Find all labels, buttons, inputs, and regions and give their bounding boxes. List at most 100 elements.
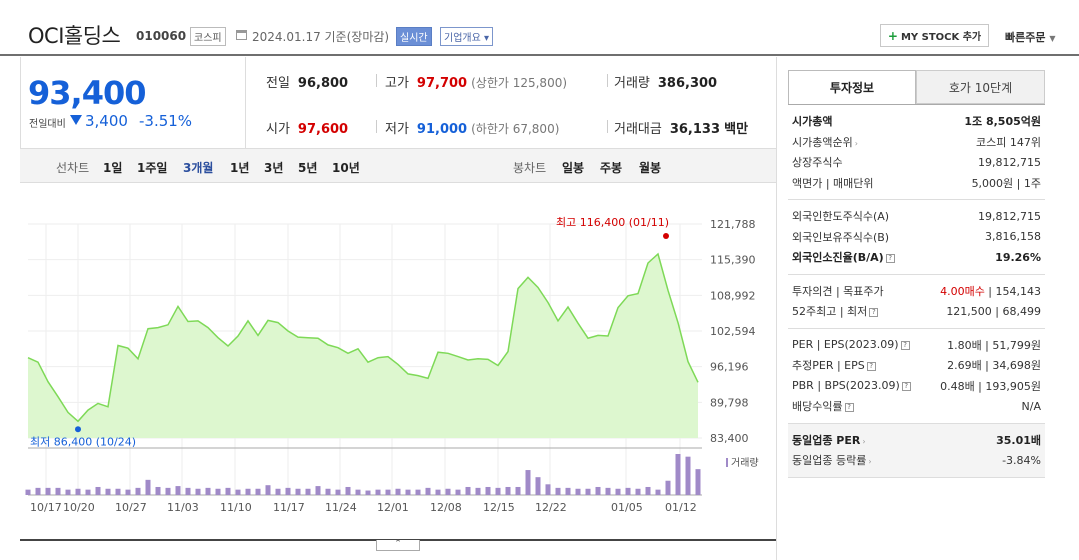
divider — [607, 74, 608, 87]
diff-label: 전일대비 — [29, 119, 66, 130]
info-value: 19,812,715 — [978, 209, 1041, 223]
volume-bar — [485, 486, 491, 495]
tab-1y[interactable]: 1년 — [230, 161, 250, 175]
realtime-button[interactable]: 실시간 — [396, 27, 432, 46]
divider — [607, 120, 608, 133]
info-group: 투자의견 | 목표주가 4.00매수 | 154,143 52주최고 | 최저? 12… — [788, 275, 1045, 329]
volume-bar — [175, 486, 181, 495]
info-value: 1조 8,505억원 — [964, 115, 1041, 129]
tab-daily[interactable]: 일봉 — [562, 161, 585, 175]
volume-bar — [85, 489, 91, 495]
stat-volume: 거래량 386,300 — [614, 76, 718, 91]
volume-bar — [305, 488, 311, 495]
tab-5y[interactable]: 5년 — [298, 161, 318, 175]
info-key[interactable]: 배당수익률? — [792, 398, 854, 414]
info-key[interactable]: 추정PER | EPS? — [792, 357, 876, 373]
x-tick-label: 11/03 — [167, 501, 199, 514]
tab-10y[interactable]: 10년 — [332, 161, 360, 175]
tab-1d[interactable]: 1일 — [103, 161, 123, 175]
help-icon[interactable]: ? — [844, 402, 854, 412]
company-info-dropdown[interactable]: 기업개요 ▾ — [440, 27, 494, 46]
info-key[interactable]: PBR | BPS(2023.09)? — [792, 379, 911, 392]
info-group: 시가총액 1조 8,505억원 시가총액순위 › 코스피 147위 상장주식수 19,812… — [788, 105, 1045, 200]
invest-info-table: 시가총액 1조 8,505억원 시가총액순위 › 코스피 147위 상장주식수 19,812… — [788, 104, 1045, 478]
help-icon[interactable]: ? — [866, 361, 876, 371]
quick-order-button[interactable]: 빠른주문 ▼ — [1005, 31, 1056, 44]
volume-bar — [145, 479, 151, 495]
tab-weekly[interactable]: 주봉 — [600, 161, 623, 175]
plus-icon: + — [887, 28, 898, 43]
price-area — [28, 254, 698, 438]
volume-bar — [335, 489, 341, 495]
volume-bar — [115, 488, 121, 495]
volume-bar — [605, 487, 611, 495]
help-icon[interactable]: ? — [869, 307, 879, 317]
help-icon[interactable]: ? — [900, 340, 910, 350]
collapse-toggle-button[interactable]: ⌃ — [376, 540, 420, 551]
volume-bar — [365, 490, 371, 495]
info-key[interactable]: 시가총액순위 › — [792, 135, 858, 149]
price-box: 93,400 전일대비 3,400 -3.51% — [20, 57, 246, 148]
volume-bar — [295, 488, 301, 495]
tab-3m[interactable]: 3개월 — [183, 161, 214, 175]
x-tick-label: 10/20 — [63, 501, 95, 514]
chevron-right-icon: › — [868, 457, 872, 467]
info-value: 2.69배 | 34,698원 — [947, 359, 1041, 373]
tab-1w[interactable]: 1주일 — [137, 161, 168, 175]
info-row: 액면가 | 매매단위 5,000원 | 1주 — [788, 173, 1045, 194]
info-key: 외국인보유주식수(B) — [792, 230, 890, 244]
volume-bar — [25, 489, 31, 495]
price-line — [27, 252, 699, 423]
price-rate: -3.51% — [139, 112, 193, 130]
volume-bar — [575, 488, 581, 495]
volume-bar — [385, 489, 391, 495]
info-value: N/A — [1021, 399, 1041, 413]
info-group: 동일업종 PER › 35.01배 동일업종 등락률 › -3.84% — [788, 423, 1045, 478]
add-mystock-button[interactable]: + MY STOCK 추가 — [880, 24, 989, 47]
volume-bar — [645, 486, 651, 495]
volume-bar — [275, 488, 281, 495]
help-icon[interactable]: ? — [885, 253, 895, 263]
info-key[interactable]: 52주최고 | 최저? — [792, 303, 879, 319]
volume-bar — [165, 487, 171, 495]
calendar-icon — [236, 30, 247, 40]
volume-bar — [595, 486, 601, 495]
volume-bar — [445, 488, 451, 495]
info-key[interactable]: PER | EPS(2023.09)? — [792, 338, 910, 351]
info-row: 시가총액 1조 8,505억원 — [788, 111, 1045, 132]
volume-bar — [345, 486, 351, 495]
info-value: 0.48배 | 193,905원 — [940, 379, 1041, 393]
tab-invest-info[interactable]: 투자정보 — [788, 70, 916, 104]
volume-bar — [415, 489, 421, 495]
info-row: 상장주식수 19,812,715 — [788, 152, 1045, 173]
info-value: 1.80배 | 51,799원 — [947, 338, 1041, 352]
high-annotation: 최고 116,400 (01/11) — [556, 216, 669, 229]
info-key[interactable]: 동일업종 등락률 › — [792, 454, 872, 468]
info-row: PER | EPS(2023.09)? 1.80배 | 51,799원 — [788, 335, 1045, 356]
divider — [376, 120, 377, 133]
info-key[interactable]: 외국인소진율(B/A)? — [792, 249, 895, 265]
volume-bar — [155, 486, 161, 495]
info-row: 동일업종 등락률 › -3.84% — [788, 450, 1045, 471]
base-date: 2024.01.17 기준(장마감) — [252, 30, 390, 44]
info-value: 3,816,158 — [985, 230, 1041, 244]
tab-hoga-10[interactable]: 호가 10단계 — [916, 70, 1045, 104]
help-icon[interactable]: ? — [901, 381, 911, 391]
divider — [20, 57, 21, 148]
tab-monthly[interactable]: 월봉 — [639, 161, 662, 175]
volume-bar — [545, 484, 551, 495]
x-tick-label: 12/15 — [483, 501, 515, 514]
info-row: 동일업종 PER › 35.01배 — [788, 430, 1045, 451]
down-arrow-icon — [70, 115, 82, 125]
info-key[interactable]: 동일업종 PER › — [792, 433, 866, 447]
y-tick-label: 89,798 — [710, 396, 749, 409]
info-group: 외국인한도주식수(A) 19,812,715 외국인보유주식수(B) 3,816,15… — [788, 200, 1045, 275]
volume-bar — [225, 487, 231, 495]
stat-amount: 거래대금 36,133 백만 — [614, 122, 749, 137]
volume-bar — [465, 486, 471, 495]
volume-bar — [35, 487, 41, 495]
tab-3y[interactable]: 3년 — [264, 161, 284, 175]
price-chart: 121,788 115,390 108,992 102,594 96,196 89,798… — [20, 200, 776, 540]
info-value: 121,500 | 68,499 — [946, 304, 1041, 318]
chevron-down-icon: ▼ — [1049, 34, 1056, 43]
